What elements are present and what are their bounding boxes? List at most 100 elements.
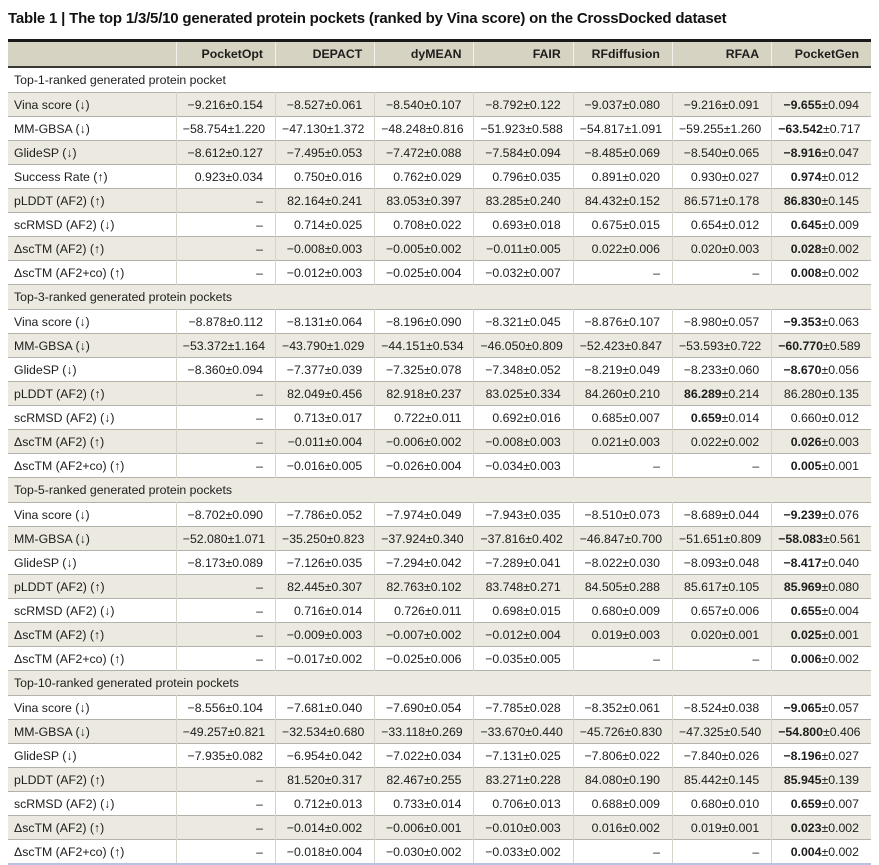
- metric-cell: MM-GBSA (↓): [8, 333, 177, 358]
- value-cell: −8.022±0.030: [572, 550, 673, 575]
- value-cell: 0.680±0.010: [671, 791, 772, 816]
- value-cell: −0.033±0.002: [473, 839, 574, 864]
- value-cell: 0.021±0.003: [572, 429, 673, 454]
- value-cell: −47.130±1.372: [275, 116, 375, 141]
- value-cell: 82.049±0.456: [275, 381, 375, 406]
- value-cell: 0.016±0.002: [572, 815, 673, 840]
- value-cell: –: [175, 646, 276, 671]
- value-cell: −7.495±0.053: [275, 140, 375, 165]
- metric-cell: pLDDT (AF2) (↑): [8, 574, 177, 599]
- column-header: RFdiffusion: [572, 40, 673, 68]
- section-header-row: Top-3-ranked generated protein pockets: [8, 284, 871, 310]
- value-cell: −51.923±0.588: [473, 116, 574, 141]
- metric-column-header: [8, 40, 177, 68]
- value-cell: −9.216±0.091: [671, 92, 772, 117]
- value-cell: −0.011±0.004: [275, 429, 375, 454]
- value-cell: −8.196±0.027: [771, 743, 871, 768]
- value-cell: 0.020±0.003: [671, 236, 772, 261]
- value-cell: 84.260±0.210: [572, 381, 673, 406]
- value-cell: −0.007±0.002: [374, 622, 474, 647]
- value-cell: −0.034±0.003: [473, 453, 574, 478]
- table-row: ΔscTM (AF2) (↑) – −0.008±0.003 −0.005±0.002…: [8, 236, 871, 261]
- metric-cell: MM-GBSA (↓): [8, 719, 177, 744]
- value-cell: −7.472±0.088: [374, 140, 474, 165]
- value-cell: −9.065±0.057: [771, 695, 871, 720]
- value-cell: −54.817±1.091: [572, 116, 673, 141]
- value-cell: –: [175, 405, 276, 430]
- value-cell: −33.670±0.440: [473, 719, 574, 744]
- table-header: PocketOpt DEPACT dyMEAN FAIR RFdiffusion RFAA…: [8, 40, 871, 68]
- value-cell: 0.708±0.022: [374, 212, 474, 237]
- value-cell: 0.974±0.012: [771, 164, 871, 189]
- table-row: ΔscTM (AF2) (↑) – −0.014±0.002 −0.006±0.001…: [8, 815, 871, 840]
- value-cell: –: [175, 188, 276, 213]
- metric-cell: scRMSD (AF2) (↓): [14, 603, 115, 618]
- value-cell: −32.534±0.680: [275, 719, 375, 744]
- value-cell: 82.918±0.237: [374, 381, 474, 406]
- value-cell: −8.916±0.047: [771, 140, 871, 165]
- value-cell: −8.417±0.040: [771, 550, 871, 575]
- value-cell: −35.250±0.823: [275, 526, 375, 551]
- value-cell: −8.689±0.044: [671, 502, 772, 527]
- value-cell: −52.423±0.847: [572, 333, 673, 358]
- value-cell: −46.050±0.809: [473, 333, 574, 358]
- value-cell: –: [175, 767, 276, 792]
- value-cell: 0.733±0.014: [374, 791, 474, 816]
- value-cell: −53.372±1.164: [175, 333, 276, 358]
- value-cell: −0.010±0.003: [473, 815, 574, 840]
- section-header-row: Top-5-ranked generated protein pockets: [8, 477, 871, 503]
- value-cell: −0.008±0.003: [275, 236, 375, 261]
- value-cell: 0.712±0.013: [275, 791, 375, 816]
- value-cell: 86.289±0.214: [671, 381, 772, 406]
- value-cell: 0.891±0.020: [572, 164, 673, 189]
- value-cell: −49.257±0.821: [175, 719, 276, 744]
- table-row: GlideSP (↓) −8.360±0.094 −7.377±0.039 −7.32…: [8, 357, 871, 382]
- value-cell: 86.830±0.145: [771, 188, 871, 213]
- table-row: pLDDT (AF2) (↑) –82.164±0.241 83.053±0.397…: [8, 188, 871, 213]
- table-row: ΔscTM (AF2+co) (↑) – −0.018±0.004 −0.030±0.…: [8, 839, 871, 864]
- value-cell: −8.792±0.122: [473, 92, 574, 117]
- metric-cell: MM-GBSA (↓): [8, 526, 177, 551]
- value-cell: –: [175, 429, 276, 454]
- value-cell: −7.131±0.025: [473, 743, 574, 768]
- value-cell: 0.019±0.001: [671, 815, 772, 840]
- column-header: FAIR: [473, 40, 574, 68]
- value-cell: −7.289±0.041: [473, 550, 574, 575]
- value-cell: 82.763±0.102: [374, 574, 474, 599]
- table-row: scRMSD (AF2) (↓) –0.712±0.013 0.733±0.014 0…: [8, 791, 871, 816]
- value-cell: −58.083±0.561: [771, 526, 871, 551]
- value-cell: −8.702±0.090: [175, 502, 276, 527]
- section-header-label: Top-10-ranked generated protein pockets: [8, 670, 871, 696]
- value-cell: −8.876±0.107: [572, 309, 673, 334]
- value-cell: −8.233±0.060: [671, 357, 772, 382]
- table-row: ΔscTM (AF2+co) (↑) – −0.017±0.002 −0.025±0.…: [8, 646, 871, 671]
- table-body: Top-1-ranked generated protein pocket Vin…: [8, 67, 871, 864]
- metric-cell: ΔscTM (AF2+co) (↑): [14, 458, 125, 473]
- value-cell: 0.022±0.006: [572, 236, 673, 261]
- value-cell: −6.954±0.042: [275, 743, 375, 768]
- value-cell: 0.028±0.002: [771, 236, 871, 261]
- value-cell: −7.022±0.034: [374, 743, 474, 768]
- value-cell: −7.785±0.028: [473, 695, 574, 720]
- value-cell: 0.659±0.014: [671, 405, 772, 430]
- table-title: Table 1 | The top 1/3/5/10 generated pro…: [8, 10, 727, 27]
- value-cell: −8.219±0.049: [572, 357, 673, 382]
- metric-cell: scRMSD (AF2) (↓): [14, 217, 115, 232]
- value-cell: –: [572, 453, 673, 478]
- metric-cell: pLDDT (AF2) (↑): [8, 188, 177, 213]
- metric-cell: ΔscTM (AF2) (↑): [8, 815, 177, 840]
- value-cell: 86.280±0.135: [771, 381, 871, 406]
- value-cell: 0.675±0.015: [572, 212, 673, 237]
- value-cell: 82.445±0.307: [275, 574, 375, 599]
- value-cell: –: [175, 212, 276, 237]
- value-cell: −0.030±0.002: [374, 839, 474, 864]
- value-cell: 0.004±0.002: [771, 839, 871, 864]
- metric-cell: ΔscTM (AF2+co) (↑): [14, 651, 125, 666]
- value-cell: –: [671, 839, 772, 864]
- value-cell: −8.540±0.065: [671, 140, 772, 165]
- value-cell: −8.321±0.045: [473, 309, 574, 334]
- value-cell: −0.005±0.002: [374, 236, 474, 261]
- value-cell: −37.924±0.340: [374, 526, 474, 551]
- table-row: Vina score (↓) −9.216±0.154 −8.527±0.061 −8…: [8, 92, 871, 117]
